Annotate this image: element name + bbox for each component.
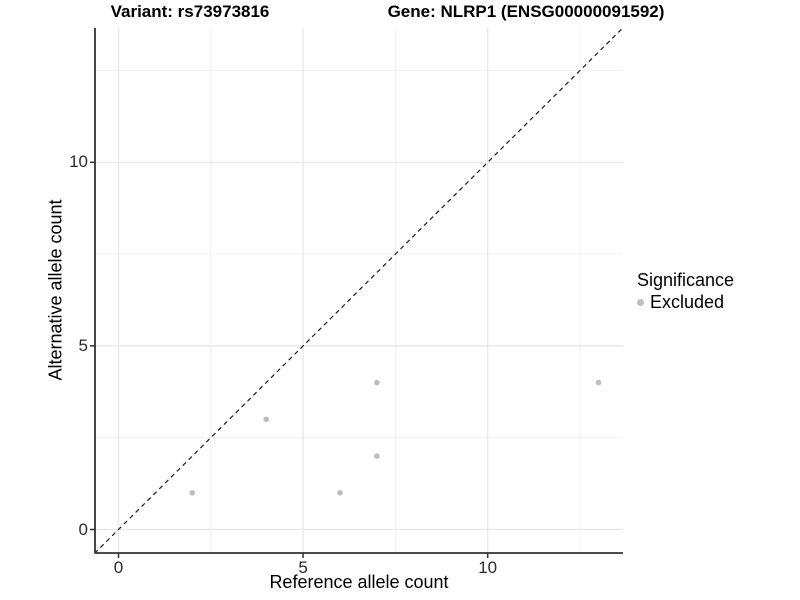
- x-axis-label: Reference allele count: [269, 572, 449, 592]
- legend-item-label: Excluded: [650, 292, 725, 312]
- data-point: [337, 490, 343, 496]
- data-point: [374, 379, 380, 386]
- y-axis-label: Alternative allele count: [45, 199, 66, 381]
- y-tick-label: 0: [78, 519, 88, 539]
- x-tick-label: 10: [478, 558, 498, 577]
- identity-dashed-line: [94, 27, 623, 554]
- y-tick-label: 5: [78, 335, 88, 355]
- data-point: [374, 453, 380, 459]
- y-tick-label: 10: [69, 152, 88, 172]
- legend: Significance Excluded: [637, 270, 734, 313]
- gene-title: Gene: NLRP1 (ENSG00000091592): [387, 2, 665, 21]
- data-point: [263, 416, 270, 423]
- x-tick-label: 5: [298, 558, 308, 577]
- variant-title: Variant: rs73973816: [110, 2, 270, 21]
- data-point: [595, 379, 602, 386]
- excluded-point-icon: [637, 299, 644, 306]
- data-point: [189, 490, 196, 496]
- x-tick-label: 0: [113, 558, 124, 577]
- legend-item-excluded: Excluded: [637, 292, 734, 313]
- legend-title: Significance: [637, 270, 735, 290]
